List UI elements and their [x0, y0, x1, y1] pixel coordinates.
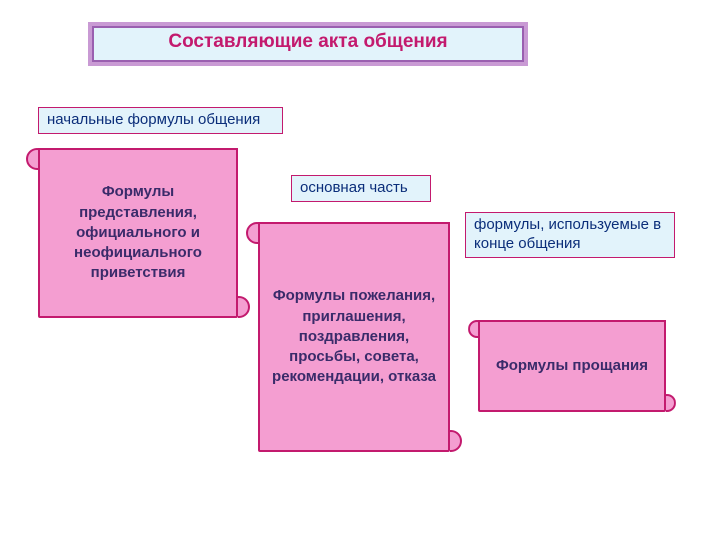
label-main: основная часть [291, 175, 431, 202]
label-main-text: основная часть [300, 179, 408, 196]
scroll-greeting: Формулы представления, официального и не… [38, 148, 238, 318]
scroll-greeting-text: Формулы представления, официального и не… [54, 182, 222, 283]
scroll-main-body: Формулы пожелания, приглашения, поздравл… [258, 222, 450, 452]
scroll-greeting-body: Формулы представления, официального и не… [38, 148, 238, 318]
scroll-main-text: Формулы пожелания, приглашения, поздравл… [272, 286, 436, 387]
scroll-curl-top [38, 148, 238, 160]
label-end-text: формулы, используемые в конце общения [474, 216, 661, 252]
label-initial: начальные формулы общения [38, 107, 283, 134]
diagram-title: Составляющие акта общения [88, 22, 528, 66]
scroll-curl-top [478, 320, 666, 330]
scroll-curl-top [258, 222, 450, 234]
scroll-curl-br-icon [658, 394, 676, 412]
scroll-farewell-body: Формулы прощания [478, 320, 666, 412]
diagram-title-text: Составляющие акта общения [92, 26, 524, 58]
label-end: формулы, используемые в конце общения [465, 212, 675, 258]
scroll-curl-br-icon [440, 430, 462, 452]
scroll-main: Формулы пожелания, приглашения, поздравл… [258, 222, 450, 452]
scroll-farewell-text: Формулы прощания [496, 356, 648, 376]
label-initial-text: начальные формулы общения [47, 111, 260, 128]
scroll-curl-br-icon [228, 296, 250, 318]
scroll-farewell: Формулы прощания [478, 320, 666, 412]
